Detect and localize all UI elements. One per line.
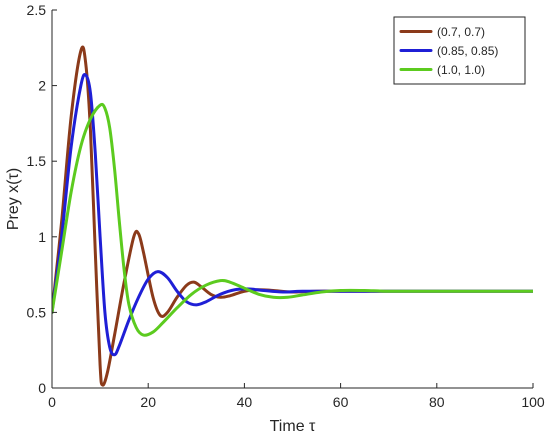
plot-area xyxy=(52,45,533,387)
series-line-3 xyxy=(52,102,533,337)
x-axis-label: Time τ xyxy=(270,418,316,435)
legend-box xyxy=(393,16,526,85)
series-line-2 xyxy=(52,72,533,357)
legend-label-2: (0.85, 0.85) xyxy=(437,44,498,58)
y-axis-label: Prey x(τ) xyxy=(5,168,22,230)
legend-items: (0.7, 0.7) (0.85, 0.85) (1.0, 1.0) xyxy=(399,25,498,77)
y-tick-label: 2 xyxy=(38,78,46,94)
legend-label-1: (0.7, 0.7) xyxy=(437,25,485,39)
x-tick-label: 80 xyxy=(429,394,445,410)
x-tick-label: 40 xyxy=(237,394,253,410)
legend-label-3: (1.0, 1.0) xyxy=(437,63,485,77)
x-tick-label: 100 xyxy=(521,394,545,410)
x-tick-label: 60 xyxy=(333,394,349,410)
legend: (0.7, 0.7) (0.85, 0.85) (1.0, 1.0) xyxy=(393,16,526,85)
y-tick-label: 1 xyxy=(38,229,46,245)
x-tick-label: 0 xyxy=(48,394,56,410)
y-axis-ticks: 0 0.5 1 1.5 2 2.5 xyxy=(27,2,57,396)
y-tick-label: 0 xyxy=(38,380,46,396)
y-tick-label: 2.5 xyxy=(27,2,47,18)
y-tick-label: 1.5 xyxy=(27,153,47,169)
x-axis-ticks: 0 20 40 60 80 100 xyxy=(48,383,545,410)
x-tick-label: 20 xyxy=(140,394,156,410)
y-tick-label: 0.5 xyxy=(27,304,47,320)
